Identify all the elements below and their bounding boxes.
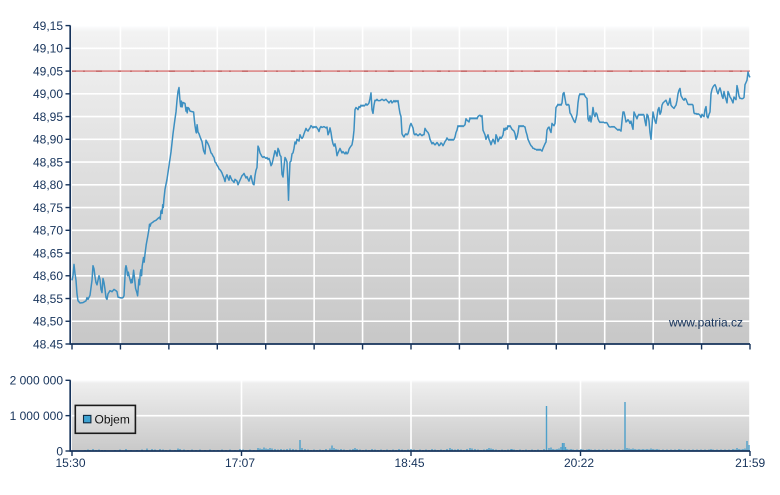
svg-text:48,55: 48,55 bbox=[33, 292, 63, 306]
svg-text:Objem: Objem bbox=[95, 413, 130, 427]
svg-text:48,70: 48,70 bbox=[33, 224, 63, 238]
svg-text:20:22: 20:22 bbox=[564, 456, 594, 470]
svg-text:48,60: 48,60 bbox=[33, 269, 63, 283]
svg-text:48,80: 48,80 bbox=[33, 178, 63, 192]
svg-text:49,10: 49,10 bbox=[33, 42, 63, 56]
svg-text:48,75: 48,75 bbox=[33, 201, 63, 215]
svg-text:49,00: 49,00 bbox=[33, 87, 63, 101]
svg-text:49,05: 49,05 bbox=[33, 64, 63, 78]
svg-text:0: 0 bbox=[56, 444, 63, 458]
svg-text:49,15: 49,15 bbox=[33, 19, 63, 33]
svg-text:21:59: 21:59 bbox=[735, 456, 765, 470]
svg-text:48.45: 48.45 bbox=[33, 337, 63, 351]
svg-text:www.patria.cz: www.patria.cz bbox=[668, 316, 743, 330]
svg-text:48,65: 48,65 bbox=[33, 246, 63, 260]
svg-text:15:30: 15:30 bbox=[55, 456, 85, 470]
svg-text:48,50: 48,50 bbox=[33, 315, 63, 329]
svg-text:48,85: 48,85 bbox=[33, 155, 63, 169]
svg-text:17:07: 17:07 bbox=[225, 456, 255, 470]
svg-text:1 000 000: 1 000 000 bbox=[10, 409, 64, 423]
svg-text:18:45: 18:45 bbox=[394, 456, 424, 470]
svg-text:2 000 000: 2 000 000 bbox=[10, 374, 64, 388]
svg-text:48,90: 48,90 bbox=[33, 133, 63, 147]
svg-text:48,95: 48,95 bbox=[33, 110, 63, 124]
